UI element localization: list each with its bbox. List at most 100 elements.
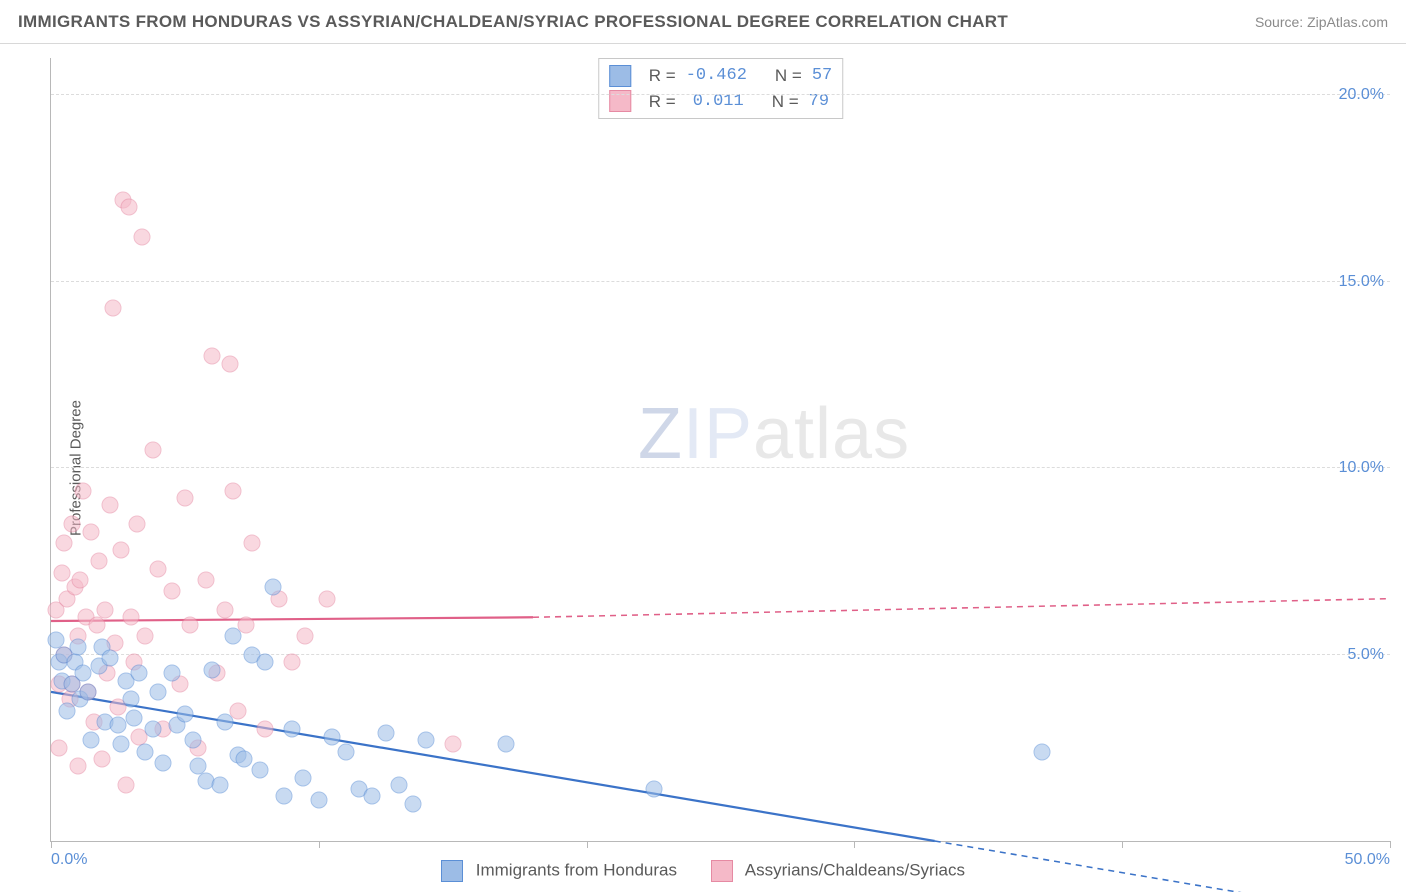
y-tick-label: 5.0% bbox=[1348, 646, 1384, 664]
data-point bbox=[404, 795, 421, 812]
legend-item-blue: Immigrants from Honduras bbox=[441, 860, 677, 882]
data-point bbox=[101, 650, 118, 667]
data-point bbox=[176, 489, 193, 506]
data-point bbox=[284, 654, 301, 671]
data-point bbox=[498, 736, 515, 753]
data-point bbox=[120, 199, 137, 216]
data-point bbox=[222, 355, 239, 372]
data-point bbox=[198, 572, 215, 589]
data-point bbox=[101, 497, 118, 514]
n-value-blue: 57 bbox=[812, 63, 832, 89]
n-label: N = bbox=[775, 63, 802, 89]
legend-item-pink: Assyrians/Chaldeans/Syriacs bbox=[711, 860, 965, 882]
data-point bbox=[56, 534, 73, 551]
data-point bbox=[53, 564, 70, 581]
data-point bbox=[128, 516, 145, 533]
data-point bbox=[257, 654, 274, 671]
swatch-blue-icon bbox=[441, 860, 463, 882]
data-point bbox=[69, 758, 86, 775]
data-point bbox=[163, 583, 180, 600]
gridline bbox=[51, 281, 1390, 282]
n-label: N = bbox=[772, 89, 799, 115]
data-point bbox=[230, 702, 247, 719]
y-tick-label: 15.0% bbox=[1339, 273, 1384, 291]
x-tick-mark bbox=[1390, 841, 1391, 848]
data-point bbox=[80, 683, 97, 700]
data-point bbox=[117, 777, 134, 794]
data-point bbox=[364, 788, 381, 805]
data-point bbox=[134, 228, 151, 245]
chart-header: IMMIGRANTS FROM HONDURAS VS ASSYRIAN/CHA… bbox=[0, 0, 1406, 44]
data-point bbox=[136, 743, 153, 760]
r-label: R = bbox=[649, 89, 676, 115]
data-point bbox=[324, 728, 341, 745]
data-point bbox=[96, 601, 113, 618]
data-point bbox=[109, 717, 126, 734]
data-point bbox=[123, 609, 140, 626]
data-point bbox=[377, 724, 394, 741]
data-point bbox=[104, 299, 121, 316]
data-point bbox=[176, 706, 193, 723]
data-point bbox=[257, 721, 274, 738]
r-label: R = bbox=[649, 63, 676, 89]
legend-label-pink: Assyrians/Chaldeans/Syriacs bbox=[745, 860, 965, 879]
r-value-blue: -0.462 bbox=[686, 63, 747, 89]
data-point bbox=[112, 736, 129, 753]
data-point bbox=[83, 523, 100, 540]
data-point bbox=[123, 691, 140, 708]
data-point bbox=[337, 743, 354, 760]
data-point bbox=[203, 348, 220, 365]
swatch-blue-icon bbox=[609, 65, 631, 87]
source-label: Source: ZipAtlas.com bbox=[1255, 14, 1388, 30]
data-point bbox=[150, 683, 167, 700]
data-point bbox=[217, 713, 234, 730]
chart-title: IMMIGRANTS FROM HONDURAS VS ASSYRIAN/CHA… bbox=[18, 12, 1008, 32]
data-point bbox=[155, 754, 172, 771]
n-value-pink: 79 bbox=[809, 89, 829, 115]
x-tick-mark bbox=[1122, 841, 1123, 848]
data-point bbox=[144, 441, 161, 458]
data-point bbox=[91, 553, 108, 570]
watermark-rest: atlas bbox=[753, 394, 910, 474]
data-point bbox=[1033, 743, 1050, 760]
data-point bbox=[136, 627, 153, 644]
x-tick-mark bbox=[854, 841, 855, 848]
data-point bbox=[131, 665, 148, 682]
data-point bbox=[225, 627, 242, 644]
plot-area: ZIPatlas R = -0.462 N = 57 R = 0.011 N =… bbox=[50, 58, 1390, 842]
legend-label-blue: Immigrants from Honduras bbox=[476, 860, 677, 879]
data-point bbox=[417, 732, 434, 749]
data-point bbox=[294, 769, 311, 786]
data-point bbox=[310, 792, 327, 809]
data-point bbox=[265, 579, 282, 596]
data-point bbox=[391, 777, 408, 794]
footer-legend: Immigrants from Honduras Assyrians/Chald… bbox=[0, 860, 1406, 882]
data-point bbox=[184, 732, 201, 749]
stats-row-pink: R = 0.011 N = 79 bbox=[609, 89, 833, 115]
data-point bbox=[217, 601, 234, 618]
data-point bbox=[645, 780, 662, 797]
data-point bbox=[275, 788, 292, 805]
swatch-pink-icon bbox=[711, 860, 733, 882]
y-tick-label: 10.0% bbox=[1339, 459, 1384, 477]
data-point bbox=[284, 721, 301, 738]
stats-row-blue: R = -0.462 N = 57 bbox=[609, 63, 833, 89]
data-point bbox=[69, 639, 86, 656]
data-point bbox=[144, 721, 161, 738]
y-tick-label: 20.0% bbox=[1339, 86, 1384, 104]
data-point bbox=[64, 516, 81, 533]
data-point bbox=[126, 709, 143, 726]
data-point bbox=[72, 572, 89, 589]
data-point bbox=[444, 736, 461, 753]
data-point bbox=[225, 482, 242, 499]
watermark: ZIPatlas bbox=[638, 393, 910, 475]
watermark-z: Z bbox=[638, 394, 683, 474]
data-point bbox=[163, 665, 180, 682]
x-tick-mark bbox=[319, 841, 320, 848]
data-point bbox=[83, 732, 100, 749]
data-point bbox=[88, 616, 105, 633]
data-point bbox=[297, 627, 314, 644]
gridline bbox=[51, 467, 1390, 468]
data-point bbox=[203, 661, 220, 678]
data-point bbox=[318, 590, 335, 607]
